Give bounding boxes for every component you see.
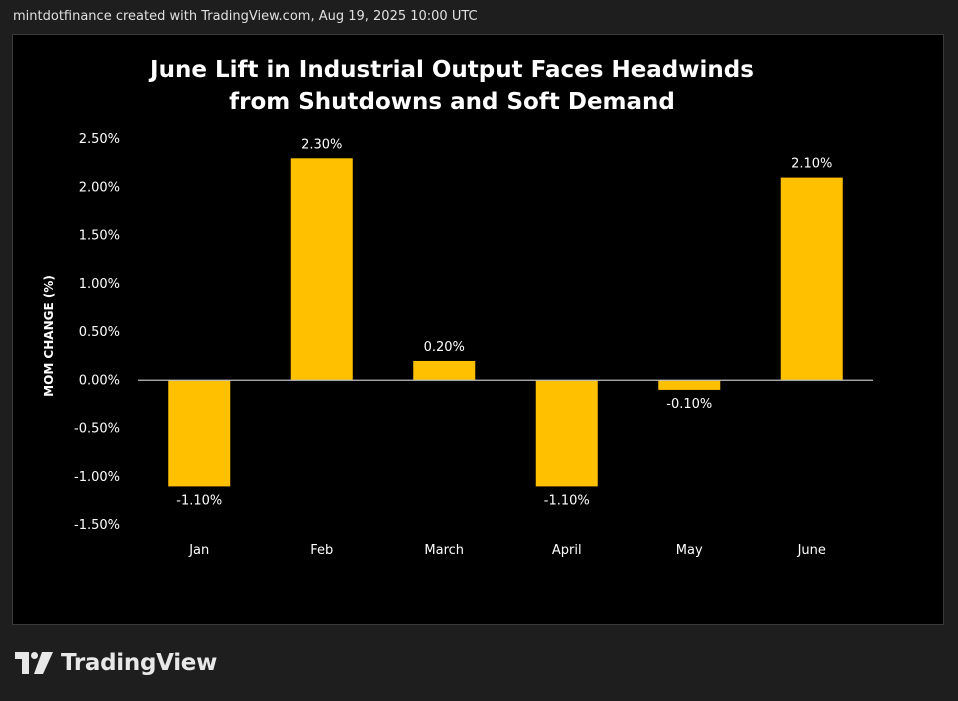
- y-tick-label: 1.00%: [79, 277, 120, 292]
- data-label: -1.10%: [544, 493, 590, 508]
- y-axis-label: MOM CHANGE (%): [42, 275, 56, 397]
- tradingview-logo[interactable]: TradingView: [15, 648, 217, 678]
- bar-chart: June Lift in Industrial Output Faces Hea…: [42, 57, 873, 558]
- bar-jan: [168, 380, 231, 487]
- y-tick-label: -0.50%: [74, 422, 120, 437]
- y-tick-label: 0.00%: [79, 373, 120, 388]
- data-label: -1.10%: [176, 493, 222, 508]
- data-label: -0.10%: [666, 397, 712, 412]
- x-category-label: June: [797, 543, 826, 558]
- y-tick-label: -1.50%: [74, 518, 120, 533]
- data-label: 2.30%: [301, 137, 342, 152]
- chart-panel: June Lift in Industrial Output Faces Hea…: [12, 34, 944, 625]
- y-tick-label: 1.50%: [79, 229, 120, 244]
- bar-march: [413, 360, 476, 381]
- data-label: 2.10%: [791, 157, 832, 172]
- y-tick-label: -1.00%: [74, 470, 120, 485]
- bar-april: [535, 380, 598, 487]
- chart-title-line-2: from Shutdowns and Soft Demand: [229, 89, 675, 115]
- x-category-label: March: [424, 543, 464, 558]
- tradingview-logo-icon: [15, 652, 53, 674]
- tradingview-brand-name: TradingView: [61, 650, 218, 676]
- bar-may: [658, 380, 721, 390]
- data-labels-layer: -1.10% 2.30% 0.20% -1.10% -0.10% 2.10%: [176, 137, 832, 508]
- bar-feb: [290, 158, 353, 381]
- x-category-label: April: [552, 543, 582, 558]
- y-tick-label: 2.00%: [79, 180, 120, 195]
- x-category-label: Feb: [310, 543, 333, 558]
- x-category-label: May: [676, 543, 703, 558]
- bar-june: [780, 177, 843, 381]
- data-label: 0.20%: [424, 340, 465, 355]
- chart-title-line-1: June Lift in Industrial Output Faces Hea…: [148, 57, 754, 83]
- x-category-label: Jan: [188, 543, 209, 558]
- bars-layer: [138, 158, 873, 487]
- chart-attribution: mintdotfinance created with TradingView.…: [13, 9, 478, 24]
- y-ticks-layer: 2.50% 2.00% 1.50% 1.00% 0.50% 0.00% -0.50% -1.0…: [74, 132, 120, 533]
- y-tick-label: 0.50%: [79, 325, 120, 340]
- x-categories-layer: Jan Feb March April May June: [188, 543, 826, 558]
- y-tick-label: 2.50%: [79, 132, 120, 147]
